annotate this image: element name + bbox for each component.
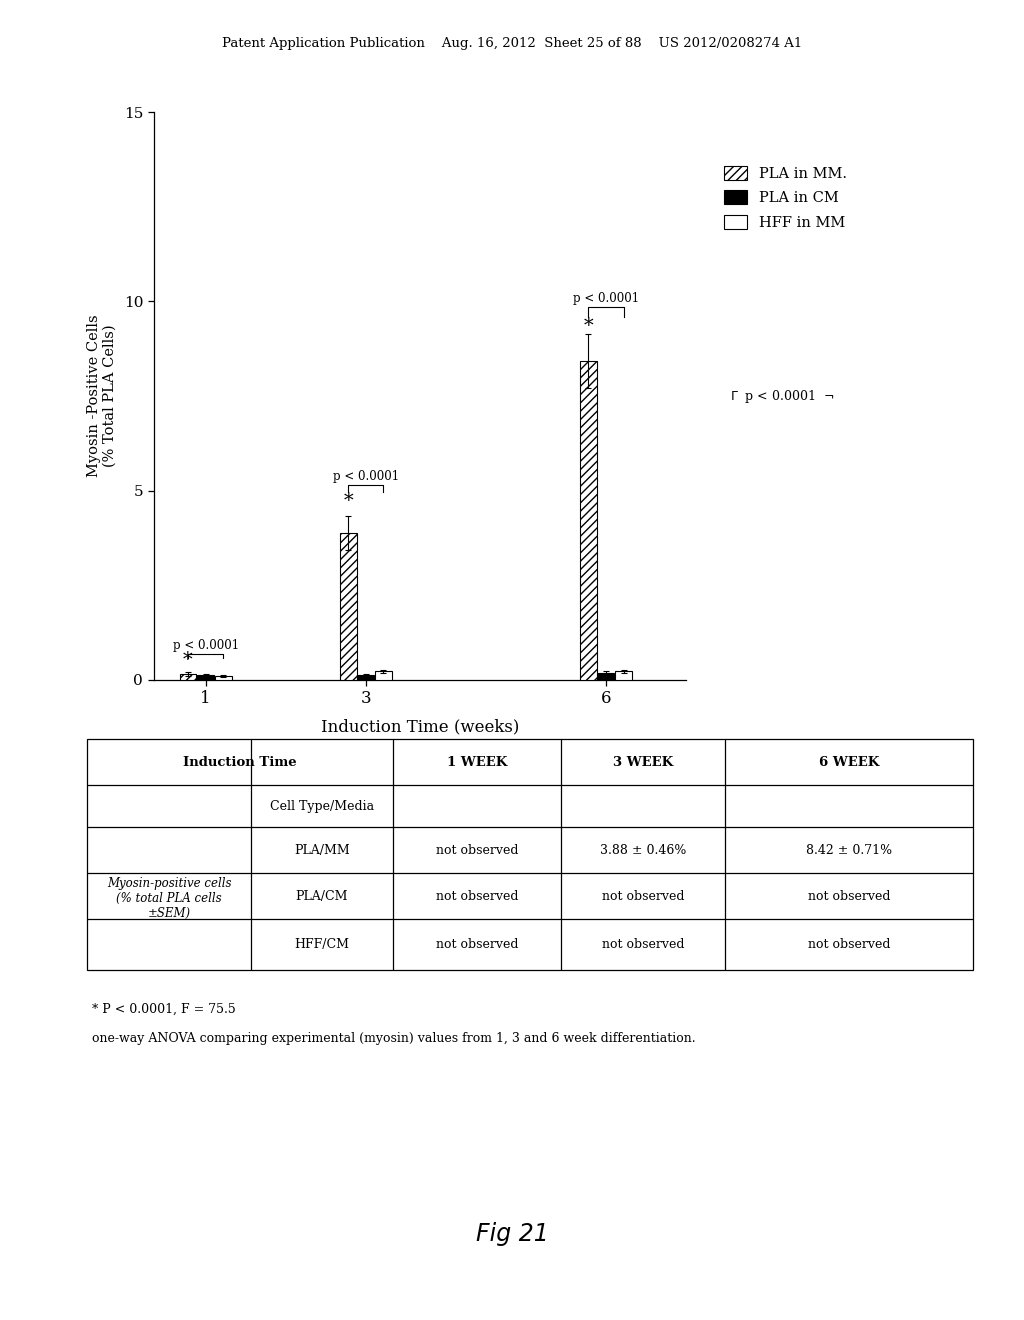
Text: 1 WEEK: 1 WEEK bbox=[446, 756, 507, 768]
Text: *: * bbox=[584, 317, 593, 335]
Bar bbox=[215, 676, 231, 680]
Text: 3.88 ± 0.46%: 3.88 ± 0.46% bbox=[600, 843, 686, 857]
Text: *: * bbox=[183, 651, 193, 669]
Legend: PLA in MM., PLA in CM, HFF in MM: PLA in MM., PLA in CM, HFF in MM bbox=[724, 166, 847, 230]
Text: not observed: not observed bbox=[435, 843, 518, 857]
Text: Myosin-positive cells
(% total PLA cells
±SEM): Myosin-positive cells (% total PLA cells… bbox=[106, 876, 231, 920]
Text: 6 WEEK: 6 WEEK bbox=[818, 756, 879, 768]
Text: 3 WEEK: 3 WEEK bbox=[612, 756, 673, 768]
Text: * P < 0.0001, F = 75.5: * P < 0.0001, F = 75.5 bbox=[92, 1003, 236, 1016]
Text: not observed: not observed bbox=[602, 890, 684, 903]
Text: p < 0.0001: p < 0.0001 bbox=[333, 470, 399, 483]
Bar bbox=[357, 676, 374, 680]
Text: Patent Application Publication    Aug. 16, 2012  Sheet 25 of 88    US 2012/02082: Patent Application Publication Aug. 16, … bbox=[222, 37, 802, 50]
Bar bbox=[615, 672, 632, 680]
Text: p < 0.0001: p < 0.0001 bbox=[173, 639, 239, 652]
Bar bbox=[598, 673, 614, 680]
Bar bbox=[580, 362, 597, 680]
Text: Cell Type/Media: Cell Type/Media bbox=[269, 800, 374, 813]
Bar bbox=[179, 675, 197, 680]
Bar bbox=[198, 676, 214, 680]
Text: PLA/CM: PLA/CM bbox=[296, 890, 348, 903]
Text: Induction Time: Induction Time bbox=[183, 756, 297, 768]
Text: not observed: not observed bbox=[435, 939, 518, 952]
Text: one-way ANOVA comparing experimental (myosin) values from 1, 3 and 6 week differ: one-way ANOVA comparing experimental (my… bbox=[92, 1032, 695, 1045]
Text: p < 0.0001: p < 0.0001 bbox=[573, 292, 639, 305]
Text: *: * bbox=[343, 491, 353, 510]
X-axis label: Induction Time (weeks): Induction Time (weeks) bbox=[321, 718, 519, 735]
Text: not observed: not observed bbox=[602, 939, 684, 952]
Text: not observed: not observed bbox=[808, 890, 890, 903]
Bar bbox=[340, 533, 356, 680]
Text: Fig 21: Fig 21 bbox=[475, 1222, 549, 1246]
Text: $\Gamma$  p < 0.0001  $\neg$: $\Gamma$ p < 0.0001 $\neg$ bbox=[730, 388, 835, 405]
Text: HFF/CM: HFF/CM bbox=[294, 939, 349, 952]
Y-axis label: Myosin -Positive Cells
(% Total PLA Cells): Myosin -Positive Cells (% Total PLA Cell… bbox=[87, 314, 117, 478]
Text: not observed: not observed bbox=[808, 939, 890, 952]
Text: 8.42 ± 0.71%: 8.42 ± 0.71% bbox=[806, 843, 892, 857]
Bar bbox=[375, 672, 392, 680]
Text: not observed: not observed bbox=[435, 890, 518, 903]
Text: PLA/MM: PLA/MM bbox=[294, 843, 349, 857]
